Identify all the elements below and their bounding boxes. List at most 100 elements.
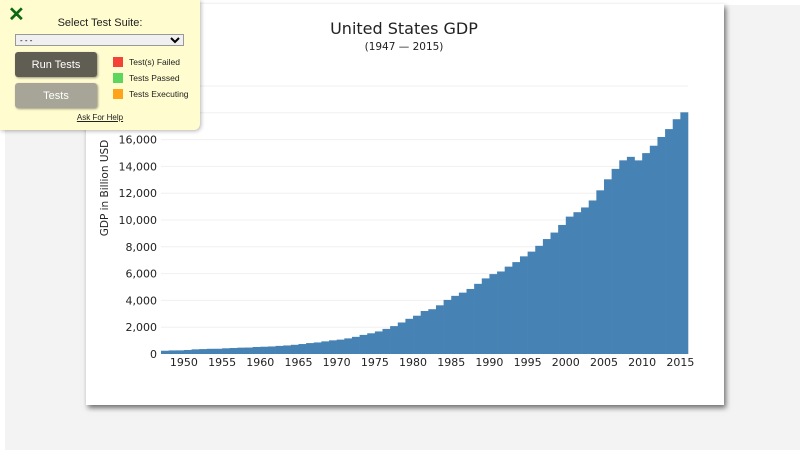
bar-1998[interactable]: [550, 232, 559, 354]
bar-1975[interactable]: [374, 331, 383, 354]
y-tick-label: 16,000: [119, 134, 158, 147]
x-tick-label: 2015: [666, 356, 694, 369]
legend-passed: Tests Passed: [113, 73, 180, 83]
bar-1950[interactable]: [183, 349, 192, 354]
x-tick-label: 1950: [170, 356, 198, 369]
x-tick-label: 1995: [514, 356, 542, 369]
bar-1991[interactable]: [497, 271, 505, 354]
bar-1955[interactable]: [222, 348, 231, 354]
bar-2012[interactable]: [657, 136, 666, 354]
bar-1994[interactable]: [519, 256, 528, 354]
bar-1983[interactable]: [435, 305, 444, 354]
bar-1949[interactable]: [176, 350, 185, 354]
bar-1958[interactable]: [245, 347, 253, 354]
bar-1951[interactable]: [191, 349, 200, 354]
bar-1968[interactable]: [321, 341, 330, 354]
bar-2004[interactable]: [596, 190, 605, 354]
y-tick-label: 6,000: [126, 268, 158, 281]
bar-1993[interactable]: [512, 262, 521, 354]
y-tick-label: 4,000: [126, 294, 158, 307]
legend-executing: Tests Executing: [113, 89, 189, 99]
bar-1986[interactable]: [458, 292, 467, 354]
failed-swatch: [113, 57, 123, 67]
close-icon[interactable]: ✕: [8, 4, 25, 26]
bar-2011[interactable]: [649, 145, 658, 354]
bar-1984[interactable]: [443, 299, 452, 354]
bar-2009[interactable]: [634, 160, 643, 354]
bar-2010[interactable]: [642, 153, 651, 354]
bar-1981[interactable]: [420, 311, 429, 354]
bar-1966[interactable]: [306, 343, 315, 354]
bar-2002[interactable]: [581, 207, 590, 354]
bar-1989[interactable]: [481, 278, 490, 354]
select-test-suite-label: Select Test Suite:: [57, 17, 143, 29]
bar-1969[interactable]: [329, 340, 337, 354]
bar-1995[interactable]: [527, 251, 536, 354]
bar-1964[interactable]: [290, 344, 299, 354]
bar-1988[interactable]: [474, 283, 483, 354]
bar-1957[interactable]: [237, 347, 246, 354]
bar-1967[interactable]: [313, 342, 322, 354]
x-tick-label: 2005: [590, 356, 618, 369]
bar-1990[interactable]: [489, 274, 498, 354]
bar-1970[interactable]: [336, 339, 345, 354]
bar-2007[interactable]: [619, 160, 628, 354]
legend-label: Tests Executing: [129, 89, 189, 99]
bar-2015[interactable]: [680, 112, 689, 354]
bar-1974[interactable]: [367, 333, 376, 354]
x-tick-label: 2000: [552, 356, 580, 369]
x-tick-label: 1955: [208, 356, 236, 369]
bar-1952[interactable]: [199, 349, 208, 354]
bar-2001[interactable]: [573, 212, 582, 354]
test-suite-panel: ✕ Select Test Suite: - - - Run Tests Tes…: [0, 0, 200, 130]
bar-1948[interactable]: [168, 350, 177, 354]
bar-1978[interactable]: [397, 322, 406, 354]
bar-1959[interactable]: [252, 347, 261, 354]
bar-1956[interactable]: [229, 347, 238, 354]
legend-failed: Test(s) Failed: [113, 57, 180, 67]
y-axis-label: GDP in Billion USD: [99, 140, 111, 237]
x-tick-label: 1970: [323, 356, 351, 369]
run-tests-button[interactable]: Run Tests: [15, 52, 97, 77]
bar-1971[interactable]: [344, 338, 353, 354]
bar-2003[interactable]: [588, 200, 597, 354]
bar-1976[interactable]: [382, 328, 391, 354]
bar-2008[interactable]: [626, 156, 635, 354]
x-tick-label: 2010: [628, 356, 656, 369]
bar-1965[interactable]: [298, 344, 307, 354]
x-tick-label: 1960: [246, 356, 274, 369]
bar-1947[interactable]: [161, 350, 169, 354]
x-tick-label: 1990: [475, 356, 503, 369]
bar-1977[interactable]: [390, 326, 399, 354]
bar-1999[interactable]: [558, 224, 567, 354]
bar-1962[interactable]: [275, 345, 284, 354]
bar-2000[interactable]: [565, 216, 574, 354]
bar-1997[interactable]: [542, 239, 551, 354]
executing-swatch: [113, 89, 123, 99]
bar-1972[interactable]: [351, 336, 360, 354]
y-tick-label: 12,000: [119, 187, 158, 200]
bar-1961[interactable]: [267, 346, 276, 354]
ask-for-help-link[interactable]: Ask For Help: [76, 113, 124, 122]
legend-label: Tests Passed: [129, 73, 180, 83]
bar-1953[interactable]: [206, 348, 215, 354]
bar-2013[interactable]: [665, 129, 674, 354]
bar-1980[interactable]: [413, 315, 421, 354]
bar-2014[interactable]: [672, 119, 681, 354]
bar-1987[interactable]: [466, 288, 475, 354]
bar-2006[interactable]: [611, 168, 620, 354]
bar-1963[interactable]: [283, 345, 292, 354]
bar-2005[interactable]: [603, 179, 612, 354]
bar-1954[interactable]: [214, 348, 223, 354]
y-tick-label: 2,000: [126, 321, 158, 334]
bar-1960[interactable]: [260, 346, 269, 354]
bar-1992[interactable]: [504, 266, 513, 354]
bar-1982[interactable]: [428, 309, 437, 354]
bar-1996[interactable]: [535, 245, 544, 354]
test-suite-select[interactable]: - - -: [15, 34, 184, 46]
bar-1973[interactable]: [359, 334, 368, 354]
x-tick-label: 1985: [437, 356, 465, 369]
bar-1979[interactable]: [405, 318, 414, 354]
tests-button[interactable]: Tests: [15, 83, 97, 108]
bar-1985[interactable]: [451, 295, 460, 354]
